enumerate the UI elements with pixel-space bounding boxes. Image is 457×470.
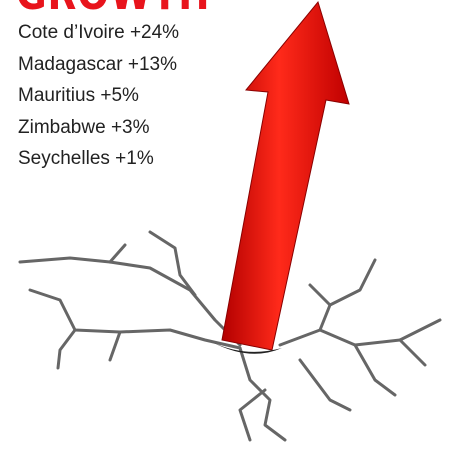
title: GROWTH <box>16 0 210 17</box>
country-name: Cote d’Ivoire <box>18 22 125 43</box>
growth-item: Madagascar +13% <box>18 52 179 84</box>
growth-change: +1% <box>115 148 154 169</box>
growth-change: +24% <box>130 22 179 43</box>
growth-item: Cote d’Ivoire +24% <box>18 20 179 52</box>
country-name: Madagascar <box>18 54 123 75</box>
growth-item: Mauritius +5% <box>18 83 179 115</box>
growth-change: +13% <box>128 54 177 75</box>
growth-item: Seychelles +1% <box>18 146 179 178</box>
country-name: Mauritius <box>18 85 95 106</box>
growth-change: +5% <box>100 85 139 106</box>
arrow <box>222 2 349 350</box>
page: GROWTH Cote d’Ivoire +24%Madagascar +13%… <box>0 0 457 470</box>
country-name: Seychelles <box>18 148 110 169</box>
country-name: Zimbabwe <box>18 117 106 138</box>
growth-item: Zimbabwe +3% <box>18 115 179 147</box>
growth-list: Cote d’Ivoire +24%Madagascar +13%Mauriti… <box>18 20 179 178</box>
growth-change: +3% <box>111 117 150 138</box>
